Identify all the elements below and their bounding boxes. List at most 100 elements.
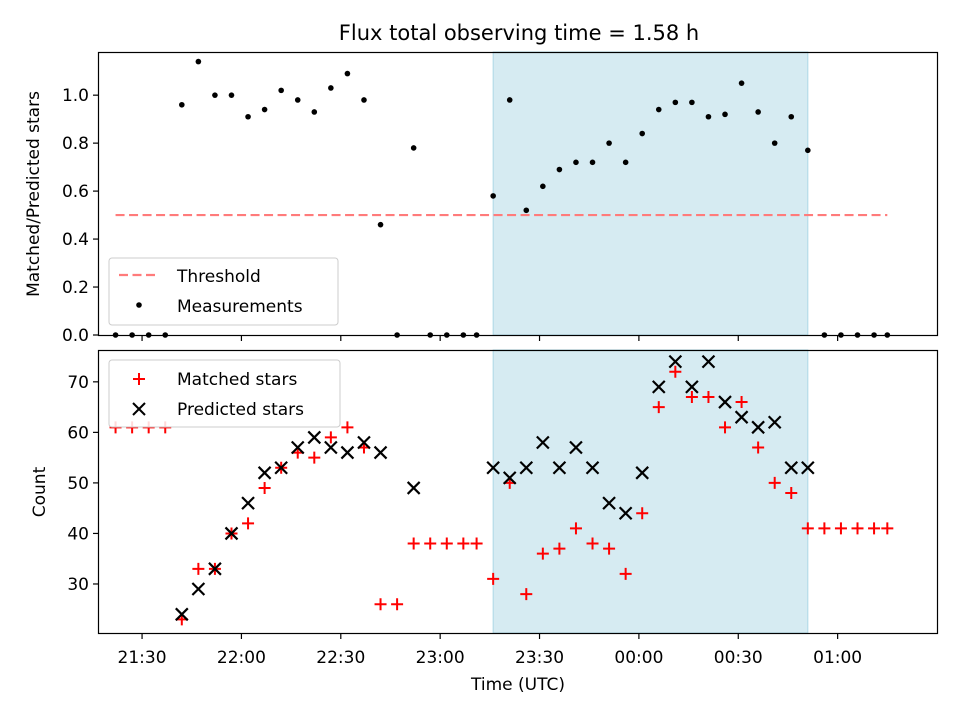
predicted-star-point bbox=[191, 582, 206, 596]
bottom-legend-box bbox=[108, 359, 341, 428]
bottom-y-tick-label: 70 bbox=[67, 373, 89, 393]
top-y-tick-label: 0.8 bbox=[62, 134, 89, 154]
measurement-point bbox=[573, 159, 579, 166]
top-y-axis-label: Matched/Predicted stars bbox=[24, 91, 44, 297]
matched-star-point bbox=[752, 441, 765, 454]
measurement-point bbox=[705, 113, 712, 120]
matched-star-point bbox=[834, 522, 847, 535]
measurement-point bbox=[622, 159, 629, 166]
predicted-star-point bbox=[784, 460, 799, 475]
predicted-star-point bbox=[635, 466, 649, 480]
measurement-point bbox=[195, 58, 202, 65]
measurement-point bbox=[771, 140, 778, 146]
x-axis-label: Time (UTC) bbox=[470, 675, 565, 695]
measurement-point bbox=[722, 111, 728, 118]
matched-star-point bbox=[768, 476, 781, 489]
predicted-star-point bbox=[668, 354, 683, 369]
top-shaded-span bbox=[492, 51, 809, 336]
predicted-star-point bbox=[373, 445, 388, 460]
bottom-panel: 30 40 50 60 70 21:30 22:00 22:30 23:00 23:30 00:00… bbox=[30, 349, 939, 695]
predicted-star-point bbox=[274, 460, 288, 475]
matched-star-point bbox=[553, 542, 566, 555]
measurement-point bbox=[523, 207, 530, 214]
matched-star-point bbox=[440, 537, 453, 550]
x-tick-label: 23:00 bbox=[416, 648, 465, 668]
matched-star-point bbox=[801, 522, 814, 535]
measurement-point bbox=[788, 113, 795, 120]
bottom-y-tick-label: 50 bbox=[67, 474, 89, 494]
predicted-star-point bbox=[486, 460, 500, 475]
matched-star-point bbox=[735, 396, 748, 409]
legend-predicted-label: Predicted stars bbox=[177, 400, 304, 420]
measurement-point bbox=[755, 109, 761, 115]
top-y-tick-label: 0.4 bbox=[62, 230, 89, 250]
x-tick-label: 00:00 bbox=[614, 648, 663, 668]
measurement-point bbox=[361, 97, 367, 103]
measurement-point bbox=[261, 106, 268, 113]
measurement-point bbox=[655, 106, 662, 113]
predicted-star-point bbox=[718, 395, 732, 409]
predicted-star-point bbox=[767, 415, 782, 430]
matched-star-point bbox=[242, 517, 255, 530]
predicted-star-point bbox=[175, 607, 189, 622]
x-tick-label: 00:30 bbox=[714, 648, 763, 668]
predicted-star-point bbox=[340, 445, 355, 460]
predicted-star-point bbox=[290, 440, 305, 455]
matched-star-point bbox=[685, 390, 698, 403]
measurement-point bbox=[738, 80, 745, 86]
legend-measurements-label: Measurements bbox=[177, 297, 303, 317]
top-panel: 0.0 0.2 0.4 0.6 0.8 1.0 Matched/Predicted sta… bbox=[24, 51, 939, 346]
matched-star-point bbox=[669, 365, 682, 378]
bottom-legend: Matched stars Predicted stars bbox=[108, 359, 341, 428]
top-y-tick-label: 0.0 bbox=[62, 326, 89, 346]
measurement-point bbox=[377, 221, 384, 228]
predicted-star-point bbox=[701, 354, 716, 369]
measurement-point bbox=[228, 92, 235, 98]
matched-star-point bbox=[520, 588, 533, 601]
top-plot-frame bbox=[97, 51, 939, 337]
predicted-star-point bbox=[552, 460, 567, 475]
legend-measurements-swatch bbox=[136, 302, 142, 308]
measurement-point bbox=[278, 87, 284, 94]
predicted-star-point bbox=[751, 420, 765, 435]
predicted-star-point bbox=[307, 430, 322, 445]
top-y-tick-label: 1.0 bbox=[62, 86, 89, 106]
bottom-y-tick-label: 60 bbox=[67, 423, 89, 443]
bottom-shaded-span bbox=[492, 349, 809, 634]
predicted-star-point bbox=[406, 481, 421, 495]
predicted-star-point bbox=[324, 440, 338, 455]
matched-star-point bbox=[603, 542, 616, 555]
measurement-point bbox=[540, 183, 546, 190]
matched-star-point bbox=[881, 522, 894, 535]
x-tick-label: 22:00 bbox=[217, 648, 266, 668]
measurement-point bbox=[689, 99, 695, 106]
measurement-point bbox=[294, 97, 301, 103]
measurement-point bbox=[212, 92, 218, 98]
measurement-point bbox=[344, 70, 351, 77]
x-tick-label: 21:30 bbox=[118, 648, 167, 668]
matched-star-point bbox=[424, 537, 437, 550]
predicted-star-point bbox=[734, 410, 749, 424]
measurement-point bbox=[245, 113, 251, 120]
bottom-y-tick-label: 40 bbox=[67, 524, 89, 544]
predicted-star-point bbox=[602, 496, 616, 510]
measurement-point bbox=[805, 147, 811, 154]
matched-star-point bbox=[192, 562, 205, 575]
matched-star-point bbox=[457, 537, 470, 550]
matched-star-point bbox=[391, 598, 404, 611]
matched-star-point bbox=[407, 537, 420, 550]
top-legend: Threshold Measurements bbox=[108, 257, 339, 326]
predicted-star-point bbox=[801, 460, 815, 475]
matched-star-point bbox=[636, 507, 649, 520]
measurement-point bbox=[506, 97, 513, 103]
bottom-axis-ticks: 30 40 50 60 70 21:30 22:00 22:30 23:00 23:30 00:00… bbox=[67, 373, 862, 668]
bottom-plot-frame bbox=[97, 349, 939, 635]
legend-predicted-swatch bbox=[132, 402, 146, 416]
matched-star-point bbox=[719, 421, 732, 434]
top-y-tick-label: 0.6 bbox=[62, 182, 89, 202]
predicted-star-point bbox=[536, 435, 550, 450]
x-tick-label: 23:30 bbox=[515, 648, 564, 668]
matched-star-point bbox=[785, 487, 798, 500]
measurement-point bbox=[672, 99, 679, 106]
